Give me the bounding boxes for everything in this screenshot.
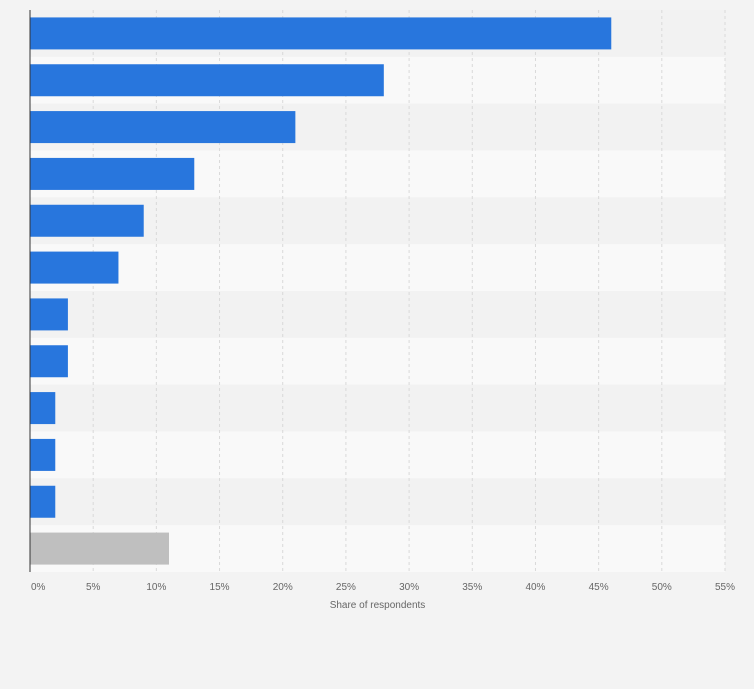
x-tick-label: 20%: [273, 582, 293, 593]
x-tick-label: 55%: [715, 582, 735, 593]
bar[interactable]: [30, 298, 68, 331]
row-band: [30, 384, 725, 432]
row-bands: [30, 10, 725, 572]
row-band: [30, 478, 725, 526]
bar[interactable]: [30, 251, 119, 284]
bar[interactable]: [30, 204, 144, 237]
bar[interactable]: [30, 157, 195, 190]
x-tick-label: 15%: [210, 582, 230, 593]
row-band: [30, 431, 725, 479]
x-axis-title: Share of respondents: [330, 600, 426, 611]
x-tick-label: 45%: [589, 582, 609, 593]
x-tick-label: 30%: [399, 582, 419, 593]
row-band: [30, 244, 725, 291]
x-tick-labels: 0% 5% 10% 15% 20% 25% 30% 35% 40% 45% 50% 55%: [31, 582, 735, 593]
bar[interactable]: [30, 345, 68, 378]
x-tick-label: 25%: [336, 582, 356, 593]
bar[interactable]: [30, 438, 56, 471]
x-tick-label: 10%: [146, 582, 166, 593]
x-tick-label: 5%: [86, 582, 101, 593]
bars: [30, 17, 612, 565]
x-tick-label: 35%: [462, 582, 482, 593]
bar[interactable]: [30, 485, 56, 518]
bar[interactable]: [30, 17, 612, 50]
x-tick-label: 0%: [31, 582, 46, 593]
gridlines: [92, 10, 726, 572]
bar[interactable]: [30, 392, 56, 425]
x-tick-label: 50%: [652, 582, 672, 593]
row-band: [30, 291, 725, 338]
bar[interactable]: [30, 111, 296, 144]
row-band: [30, 197, 725, 245]
bar[interactable]: [30, 532, 169, 565]
bar[interactable]: [30, 64, 384, 97]
x-tick-label: 40%: [525, 582, 545, 593]
row-band: [30, 337, 725, 385]
